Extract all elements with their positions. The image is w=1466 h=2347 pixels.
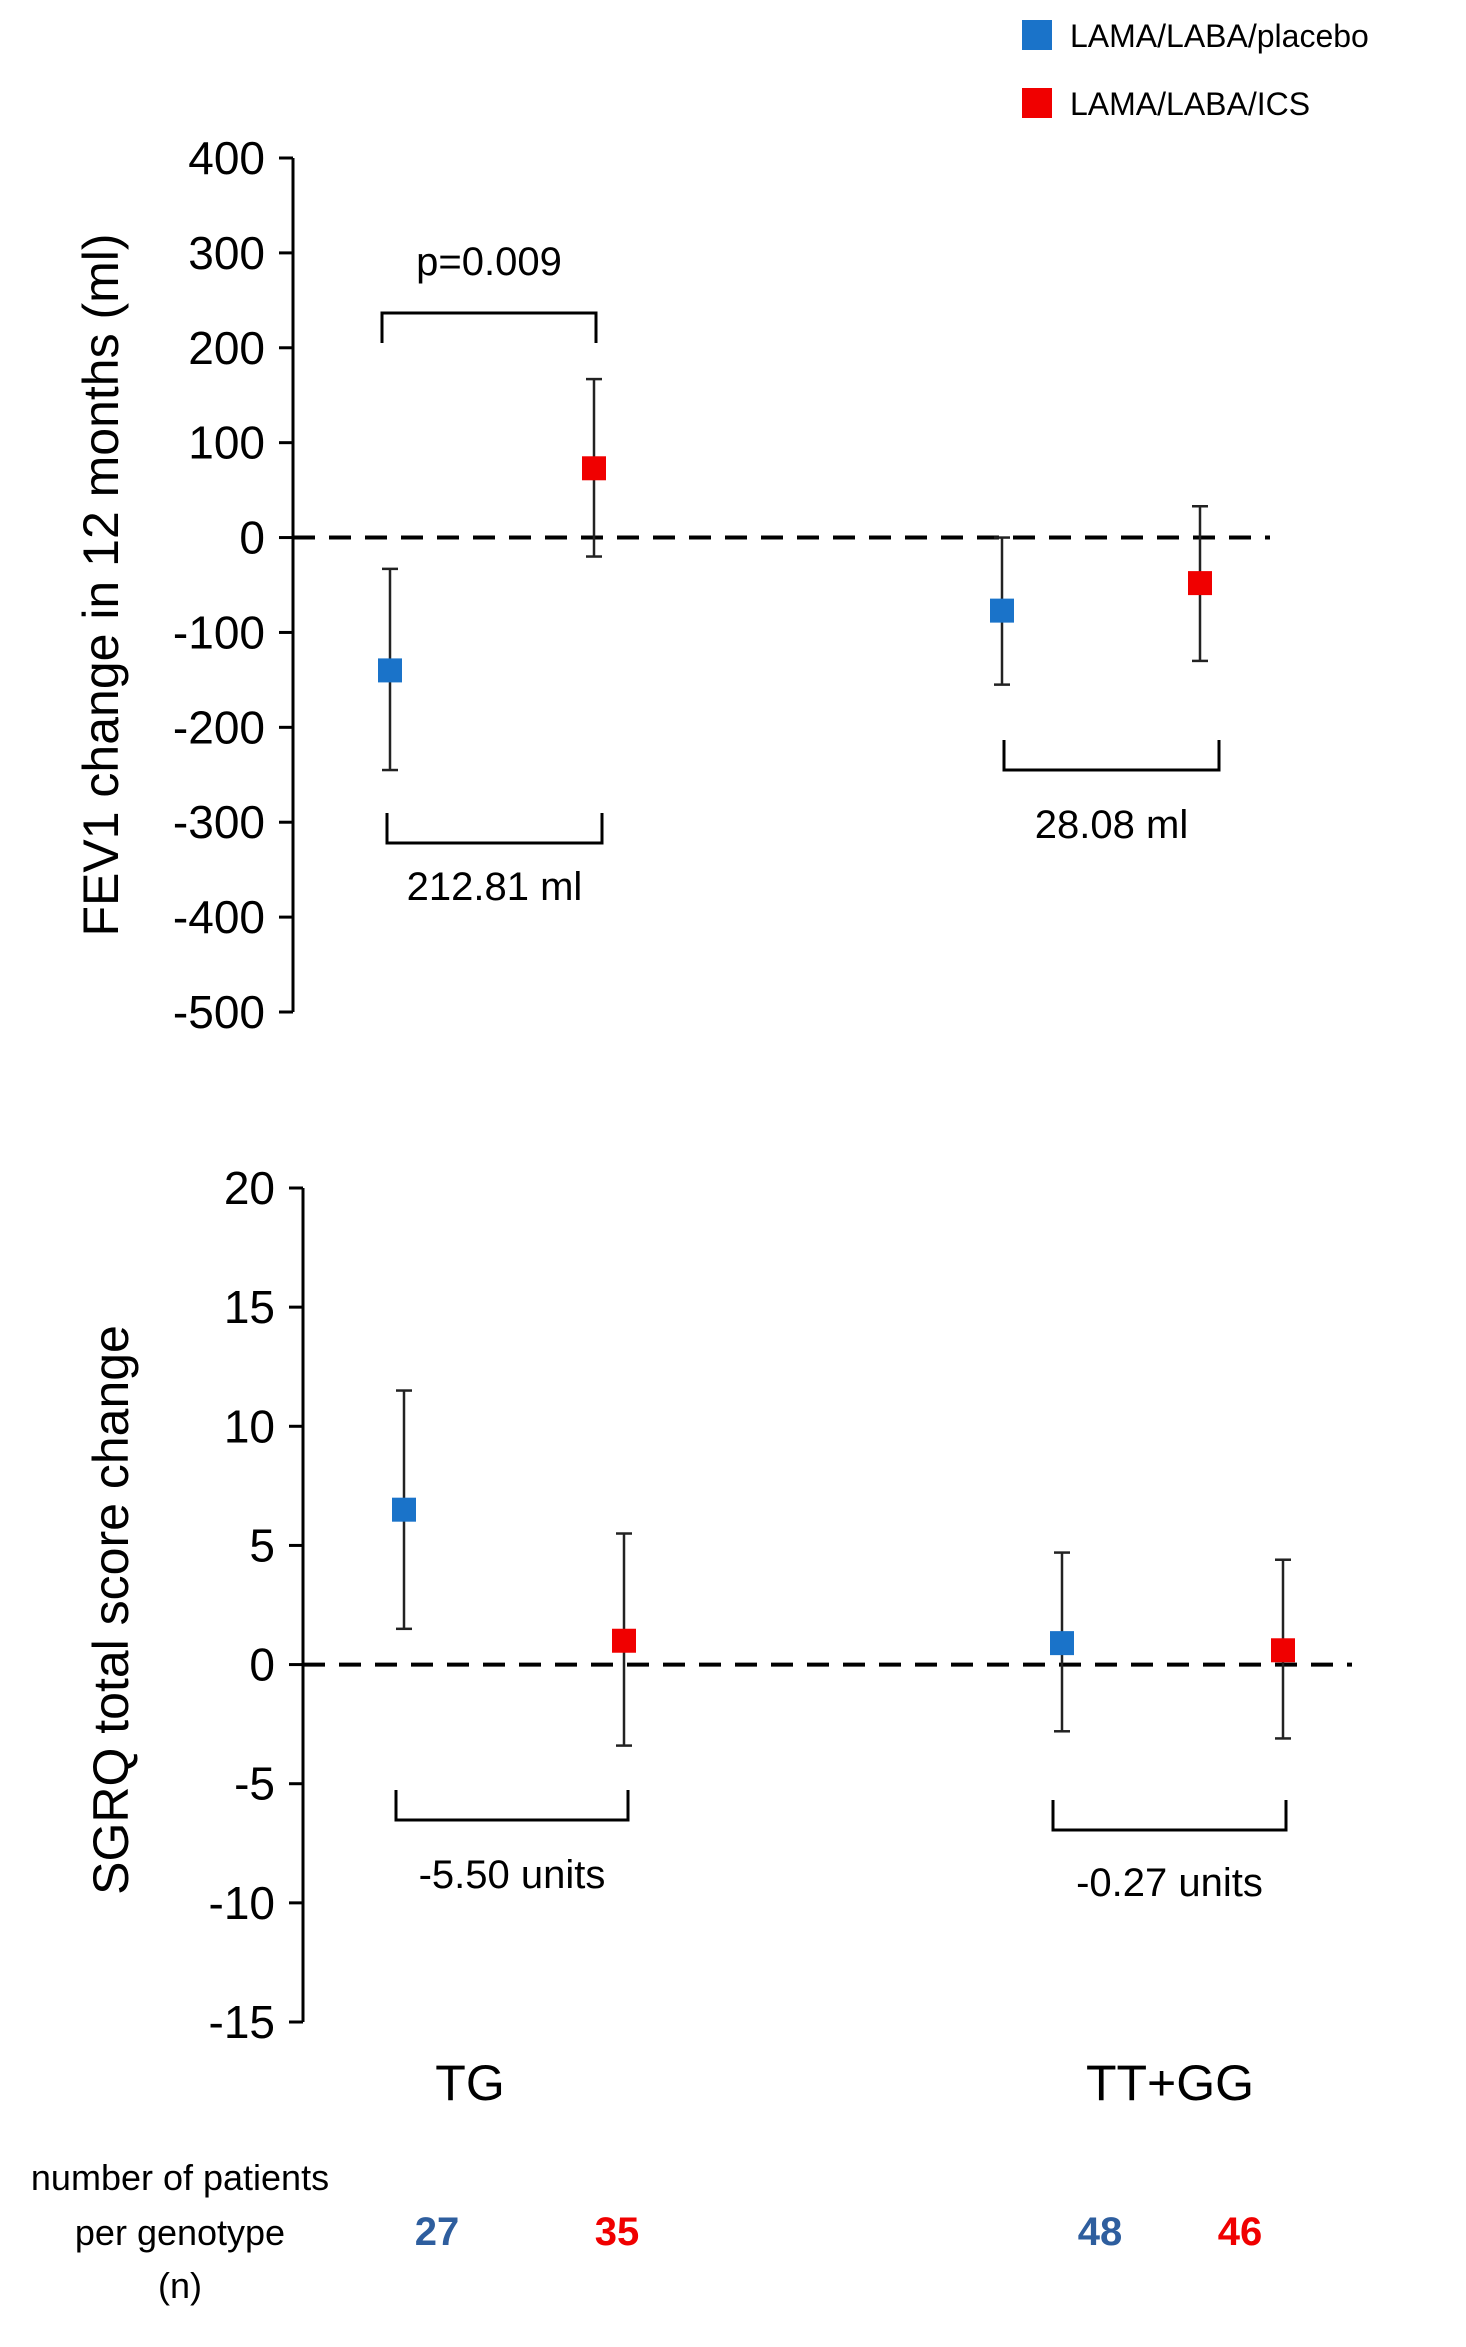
y-tick-label: -300 [173,796,265,848]
y-tick-label: -500 [173,986,265,1038]
patient-count: 48 [1078,2210,1123,2254]
y-tick-label: -5 [234,1758,275,1810]
data-point-marker [1050,1631,1074,1656]
data-point-marker [1271,1638,1295,1663]
y-tick-label: 0 [239,512,265,564]
y-tick-label: 15 [224,1281,275,1333]
data-point-marker [612,1628,636,1653]
data-point-marker [990,598,1014,623]
chart-panel-2: 20 15 10 5 0 -5 -10 -15 SGRQ total score change -… [83,1162,1352,2048]
y-tick-label: 300 [188,227,265,279]
y-tick-label: -100 [173,606,265,658]
y-tick-label: 100 [188,417,265,469]
y-tick-label: 0 [249,1639,275,1691]
legend-swatch [1022,88,1052,118]
y-tick-label: -200 [173,701,265,753]
y-tick-label: 5 [249,1519,275,1571]
y-axis-title: FEV1 change in 12 months (ml) [73,233,129,936]
patients-per-genotype-label: (n) [158,2265,202,2306]
patients-per-genotype-label: number of patients [31,2157,329,2198]
y-tick-label: -400 [173,891,265,943]
legend-label: LAMA/LABA/placebo [1070,18,1369,54]
y-tick-label: 200 [188,322,265,374]
y-tick-label: -10 [209,1877,275,1929]
comparison-annotation: -5.50 units [419,1853,606,1897]
comparison-annotation: 212.81 ml [407,865,583,909]
group-label: TT+GG [1086,2055,1254,2111]
legend: LAMA/LABA/placebo LAMA/LABA/ICS [1022,18,1369,122]
patient-count: 35 [595,2210,640,2254]
comparison-bracket [1002,740,1221,772]
group-label: TG [435,2055,504,2111]
y-tick-label: -15 [209,1996,275,2048]
legend-swatch [1022,20,1052,50]
comparison-annotation: p=0.009 [416,240,562,284]
data-point-marker [1188,571,1212,596]
data-point-marker [392,1497,416,1522]
data-point-marker [378,658,402,683]
comparison-annotation: -0.27 units [1076,1861,1263,1905]
comparison-bracket [1051,1800,1288,1832]
chart-panel-1: 400 300 200 100 0 -100 -200 -300 -400 -500 FEV1 ch… [73,132,1270,1038]
data-point-marker [582,456,606,481]
y-tick-label: 10 [224,1400,275,1452]
y-tick-label: 20 [224,1162,275,1214]
patient-count: 27 [415,2210,460,2254]
comparison-bracket [385,813,604,845]
comparison-bracket [394,1790,630,1822]
legend-label: LAMA/LABA/ICS [1070,86,1310,122]
patient-count: 46 [1218,2210,1263,2254]
comparison-annotation: 28.08 ml [1035,803,1188,847]
patients-per-genotype-label: per genotype [75,2212,285,2253]
y-tick-label: 400 [188,132,265,184]
y-axis-title: SGRQ total score change [83,1325,139,1895]
comparison-bracket [380,311,598,343]
